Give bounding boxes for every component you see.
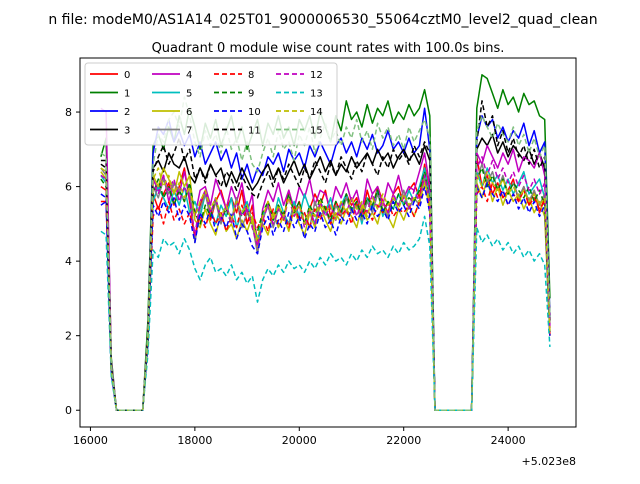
legend-label-10: 10 [248, 107, 261, 118]
x-tick-label: 20000 [282, 434, 317, 447]
legend-label-12: 12 [310, 70, 323, 81]
y-tick-label: 8 [65, 106, 72, 119]
plot-frame [79, 57, 577, 428]
x-offset-label: +5.023e8 [522, 455, 576, 468]
x-tick-label: 22000 [386, 434, 421, 447]
legend-label-3: 3 [124, 126, 130, 137]
legend-label-13: 13 [310, 89, 323, 100]
x-tick-label: 18000 [177, 434, 212, 447]
figure-suptitle: n file: modeM0/AS1A14_025T01_9000006530_… [48, 12, 597, 28]
legend-label-8: 8 [248, 70, 254, 81]
series-line-9 [100, 167, 551, 411]
legend-label-0: 0 [124, 70, 130, 81]
legend-label-11: 11 [248, 126, 261, 137]
y-tick-label: 4 [65, 255, 72, 268]
y-tick-label: 2 [65, 330, 72, 343]
y-tick-label: 6 [65, 181, 72, 194]
legend-label-9: 9 [248, 89, 254, 100]
series-line-10 [100, 182, 551, 411]
axis-layer: 16000 18000 20000 22000 24000 0 2 4 6 8 [65, 106, 526, 447]
legend-label-5: 5 [186, 89, 192, 100]
legend-label-15: 15 [310, 126, 323, 137]
legend-label-2: 2 [124, 107, 130, 118]
legend-label-7: 7 [186, 126, 192, 137]
series-line-13 [100, 215, 551, 411]
x-tick-label: 16000 [73, 434, 108, 447]
y-tick-label: 0 [65, 404, 72, 417]
legend-label-4: 4 [186, 70, 192, 81]
legend-box [84, 62, 338, 146]
legend-label-14: 14 [310, 107, 323, 118]
chart-title: Quadrant 0 module wise count rates with … [152, 41, 505, 56]
x-tick-label: 24000 [491, 434, 526, 447]
legend-label-6: 6 [186, 107, 192, 118]
legend-label-1: 1 [124, 89, 130, 100]
